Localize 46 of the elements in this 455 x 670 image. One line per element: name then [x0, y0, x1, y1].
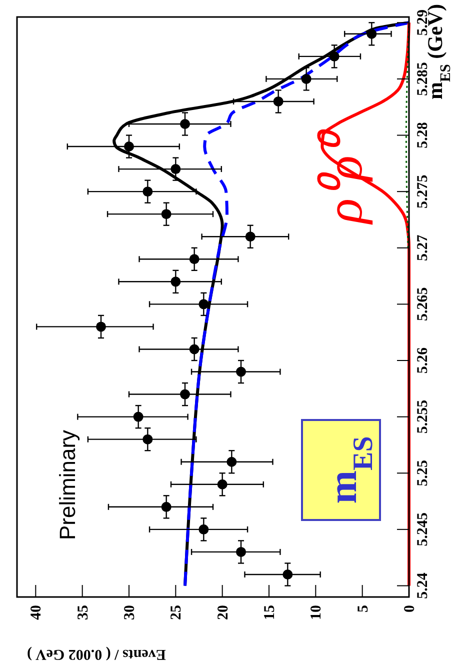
y-tick-label: 5.245 — [415, 512, 431, 546]
point — [245, 232, 256, 242]
y-tick-label: 5.27 — [415, 234, 431, 261]
y-tick-label: 5.25 — [415, 460, 431, 486]
y-tick-label: 5.265 — [415, 287, 431, 322]
annotation: Preliminary — [55, 430, 80, 540]
x-tick-label: 0 — [402, 605, 418, 612]
point — [124, 142, 134, 152]
x-tick-label: 40 — [28, 605, 45, 620]
x-axis-title: Events / ( 0.002 GeV ) — [27, 646, 166, 662]
line-series — [184, 21, 410, 588]
x-tick-label: 10 — [308, 605, 325, 620]
point — [96, 322, 106, 332]
point — [180, 389, 190, 400]
x-tick-label: 15 — [262, 605, 278, 620]
point — [161, 502, 172, 512]
x-tick-label: 25 — [168, 605, 185, 620]
point — [142, 186, 153, 197]
point — [161, 209, 172, 220]
x-tick-label: 20 — [215, 605, 232, 620]
point — [189, 344, 200, 354]
point — [170, 164, 181, 174]
x-tick-label: 30 — [122, 605, 138, 620]
point — [301, 74, 312, 84]
x-tick-label: 35 — [75, 605, 92, 620]
x-tick-label: 5 — [355, 605, 372, 612]
y-tick-label: 5.275 — [415, 174, 431, 208]
point — [217, 479, 228, 490]
point — [142, 434, 153, 444]
point — [133, 412, 144, 422]
point — [170, 276, 181, 287]
point — [226, 456, 237, 467]
point — [273, 96, 284, 106]
y-tick-label: 5.255 — [415, 400, 431, 434]
point — [236, 546, 246, 557]
point — [198, 299, 209, 310]
point — [236, 366, 246, 377]
y-tick-label: 5.24 — [415, 572, 431, 599]
point — [366, 28, 377, 39]
y-tick-label: 5.28 — [415, 122, 431, 148]
point — [329, 51, 340, 62]
point — [282, 569, 293, 580]
point — [198, 524, 209, 534]
point — [180, 118, 190, 129]
point — [189, 254, 200, 264]
y-tick-label: 5.26 — [415, 346, 431, 374]
